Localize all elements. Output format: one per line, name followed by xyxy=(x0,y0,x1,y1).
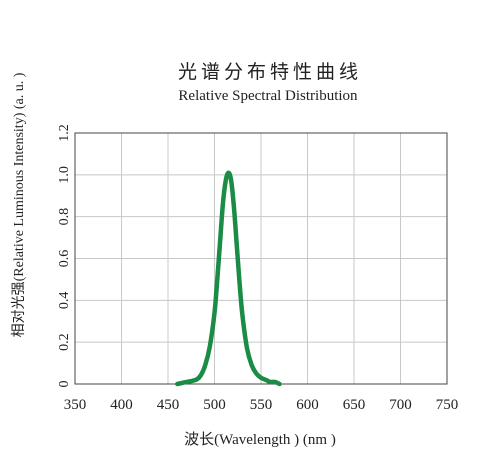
x-tick-label: 500 xyxy=(203,397,226,413)
y-tick-label: 0.6 xyxy=(57,250,72,268)
x-tick-labels: 350 400 450 500 550 600 650 700 750 xyxy=(64,397,459,413)
x-tick-label: 700 xyxy=(389,397,412,413)
y-tick-label: 1.2 xyxy=(57,124,72,142)
y-tick-label: 0.8 xyxy=(57,208,72,226)
series-line xyxy=(175,170,282,387)
x-tick-label: 550 xyxy=(250,397,273,413)
grid xyxy=(75,133,447,384)
y-tick-label: 0.4 xyxy=(57,292,72,310)
x-tick-label: 450 xyxy=(157,397,180,413)
y-tick-label: 0.2 xyxy=(57,333,72,351)
x-tick-label: 750 xyxy=(436,397,459,413)
x-tick-label: 600 xyxy=(296,397,319,413)
y-tick-labels: 0 0.2 0.4 0.6 0.8 1.0 1.2 xyxy=(57,124,72,387)
chart-subtitle: Relative Spectral Distribution xyxy=(178,88,358,104)
y-tick-label: 1.0 xyxy=(57,166,72,184)
x-tick-label: 400 xyxy=(110,397,133,413)
chart-title: 光谱分布特性曲线 xyxy=(178,61,362,83)
y-axis-label: 相对光强(Relative Luminous Intensity) (a. u.… xyxy=(11,72,27,337)
x-axis-label: 波长(Wavelength ) (nm ) xyxy=(184,431,336,448)
plot-frame xyxy=(74,132,448,385)
y-tick-label: 0 xyxy=(57,381,72,388)
x-tick-label: 350 xyxy=(64,397,87,413)
series-layer xyxy=(175,170,282,387)
x-tick-label: 650 xyxy=(343,397,366,413)
